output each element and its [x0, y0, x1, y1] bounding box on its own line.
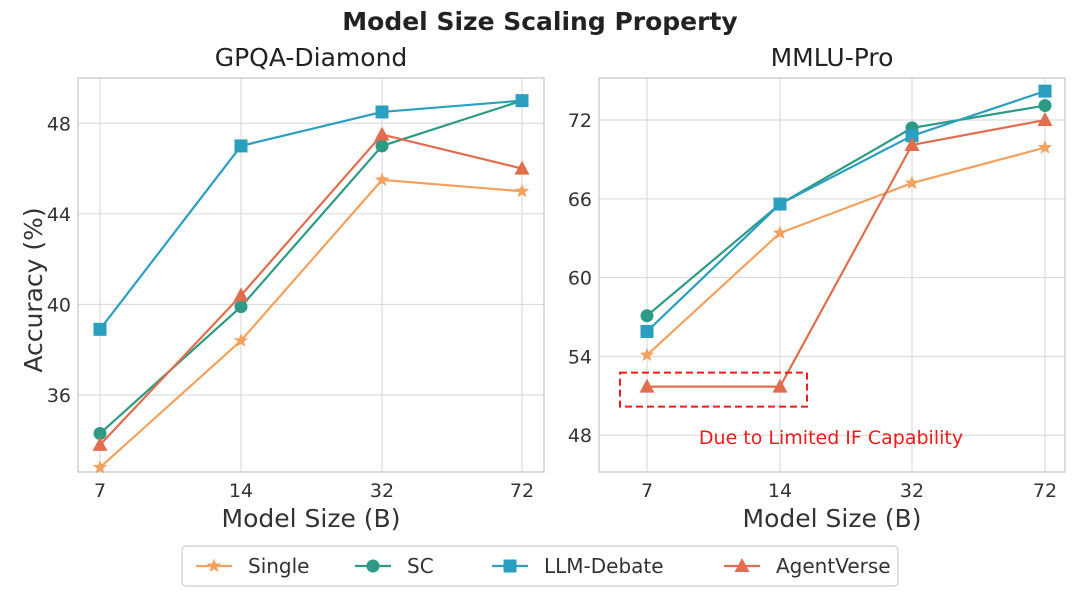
legend-marker-agentverse [734, 558, 750, 572]
y-tick-label-mmlu: 54 [568, 346, 592, 368]
data-point-single [374, 172, 390, 186]
series-single-mmlu [639, 140, 1053, 362]
x-tick-label-gpqa: 32 [370, 480, 394, 502]
data-point-single [639, 347, 655, 362]
legend-marker-sc [366, 559, 380, 573]
data-point-llm-debate [1038, 84, 1052, 98]
series-llm-debate-mmlu [640, 84, 1052, 338]
series-line-llm-debate [646, 90, 1046, 333]
data-point-single [1037, 140, 1053, 154]
data-point-agentverse [233, 287, 249, 302]
y-tick-label-gpqa: 48 [47, 113, 71, 135]
series-line-sc [99, 99, 523, 435]
series-agentverse-gpqa [92, 126, 530, 451]
annotation-text: Due to Limited IF Capability [699, 427, 963, 449]
data-point-sc [640, 309, 654, 323]
y-axis-title: Accuracy (%) [19, 207, 48, 372]
chart-gpqa-diamond: GPQA-Diamond Accuracy (%) Model Size (B)… [19, 43, 545, 533]
data-point-agentverse [92, 436, 108, 451]
data-point-sc [93, 427, 107, 441]
data-point-llm-debate [234, 139, 248, 153]
data-point-single [514, 183, 530, 198]
series-agentverse-mmlu [639, 112, 1053, 393]
x-tick-label-mmlu: 72 [1033, 480, 1057, 502]
data-point-single [233, 333, 249, 347]
annotation-box [619, 371, 808, 408]
x-axis-title-gpqa: Model Size (B) [222, 504, 401, 533]
y-tick-label-mmlu: 66 [568, 189, 592, 211]
plot-frame-gpqa [77, 77, 545, 473]
data-point-sc [1038, 99, 1052, 113]
chart-mmlu-pro: MMLU-Pro Model Size (B) 48 54 60 66 72 7 14 32 7… [568, 43, 1066, 533]
x-tick-label-mmlu: 32 [900, 480, 924, 502]
x-tick-label-gpqa: 14 [229, 480, 253, 502]
legend-item-llm-debate: LLM-Debate [492, 554, 664, 578]
series-line-single [99, 178, 523, 469]
y-tick-label-gpqa: 36 [47, 385, 71, 407]
x-tick-label-mmlu: 14 [768, 480, 792, 502]
y-tick-label-gpqa: 44 [47, 204, 71, 226]
series-sc-mmlu [640, 99, 1052, 323]
series-line-llm-debate [99, 99, 523, 331]
data-point-llm-debate [773, 197, 787, 211]
legend-item-sc: SC [355, 554, 434, 578]
data-point-agentverse [1037, 112, 1053, 127]
legend-label-llm-debate: LLM-Debate [544, 554, 664, 578]
series-line-agentverse [647, 118, 1046, 388]
legend-label-agentverse: AgentVerse [776, 554, 891, 578]
subplot-title-gpqa: GPQA-Diamond [215, 43, 408, 72]
legend-label-single: Single [248, 554, 309, 578]
legend: Single SC LLM-Debate AgentVerse [181, 545, 899, 587]
data-point-llm-debate [905, 129, 919, 143]
data-point-agentverse [904, 136, 920, 151]
data-point-single [92, 459, 108, 474]
data-point-agentverse [514, 160, 530, 175]
data-point-single [904, 175, 920, 190]
x-tick-label-mmlu: 7 [641, 480, 653, 502]
data-point-sc [234, 300, 248, 314]
x-tick-label-gpqa: 72 [510, 480, 534, 502]
data-point-llm-debate [93, 322, 107, 336]
data-point-sc [375, 139, 389, 153]
data-point-single [772, 225, 788, 240]
legend-marker-llm-debate [503, 559, 517, 573]
y-tick-label-mmlu: 72 [568, 110, 592, 132]
legend-frame [181, 545, 899, 587]
series-line-sc [646, 104, 1046, 317]
x-axis-title-mmlu: Model Size (B) [743, 504, 922, 533]
series-single-gpqa [92, 172, 530, 474]
plot-frame-mmlu [598, 77, 1066, 473]
y-tick-label-gpqa: 40 [47, 294, 71, 316]
legend-marker-single [206, 558, 222, 573]
series-line-single [646, 146, 1046, 356]
y-tick-label-mmlu: 60 [568, 268, 592, 290]
data-point-llm-debate [640, 324, 654, 338]
series-line-agentverse [99, 133, 523, 446]
data-point-agentverse [374, 126, 390, 141]
legend-label-sc: SC [407, 554, 434, 578]
y-tick-label-mmlu: 48 [568, 425, 592, 447]
data-point-llm-debate [515, 94, 529, 108]
subplot-title-mmlu: MMLU-Pro [771, 43, 894, 72]
data-point-llm-debate [375, 105, 389, 119]
series-llm-debate-gpqa [93, 94, 529, 336]
x-tick-label-gpqa: 7 [94, 480, 106, 502]
legend-item-single: Single [196, 554, 309, 578]
data-point-agentverse [772, 378, 788, 393]
figure-title: Model Size Scaling Property [342, 7, 737, 36]
legend-item-agentverse: AgentVerse [724, 554, 891, 578]
series-sc-gpqa [93, 94, 529, 441]
data-point-agentverse [639, 378, 655, 393]
